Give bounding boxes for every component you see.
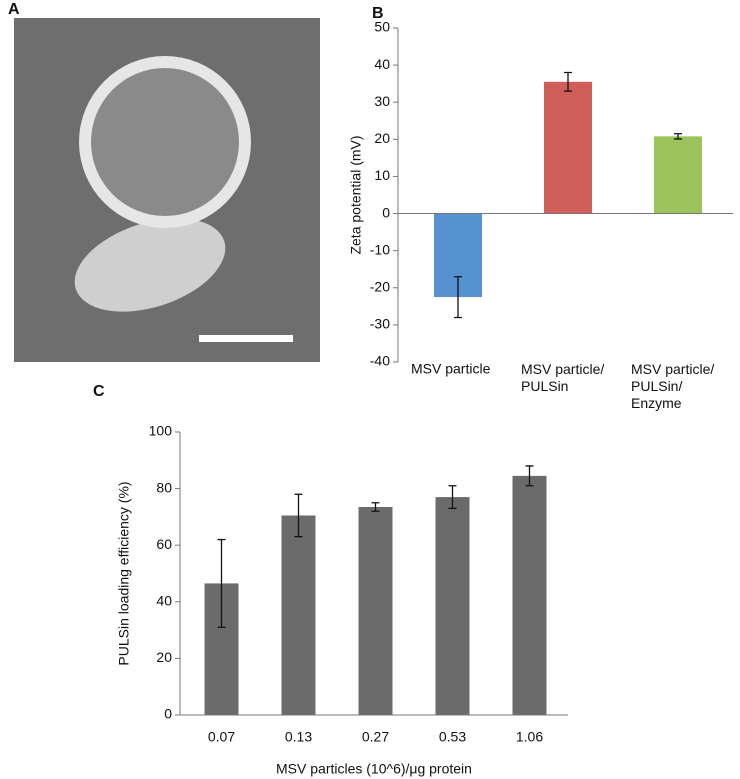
x-tick-label: MSV particle/PULSin [521,361,604,394]
x-tick-label: MSV particle/PULSin/Enzyme [631,361,714,411]
x-tick-label: MSV particle [411,361,491,377]
y-tick-label: 0 [382,204,390,220]
error-bar [525,465,534,487]
error-bar [294,493,303,538]
error-bar [674,133,682,140]
y-tick-label: 20 [374,130,390,146]
error-bar [217,538,226,628]
y-tick-label: 40 [374,56,390,72]
bar [281,515,316,715]
bar [435,497,470,715]
bar [512,475,547,715]
error-bar [564,71,572,92]
x-tick-label: 1.06 [516,729,543,745]
y-axis-label: PULSin loading efficiency (%) [116,481,132,665]
y-tick-label: 10 [374,167,390,183]
x-tick-label: 0.13 [285,729,312,745]
error-bar [454,275,462,319]
error-bar [371,502,380,512]
particle-pores [91,68,239,216]
error-bar [448,485,457,510]
x-tick-label: 0.53 [439,729,466,745]
x-tick-label: 0.07 [208,729,235,745]
y-tick-label: 20 [156,649,172,665]
y-tick-label: 50 [374,19,390,35]
bar [654,136,702,214]
panel-label: A [8,1,20,18]
y-tick-label: 60 [156,536,172,552]
x-axis-label: MSV particles (10^6)/μg protein [276,761,472,777]
y-tick-label: 100 [149,423,173,439]
y-tick-label: -20 [370,278,390,294]
particle-base [74,218,226,312]
sem-image [14,18,320,362]
y-axis-label: Zeta potential (mV) [348,135,364,254]
y-tick-label: 0 [164,706,172,722]
panel-label: C [93,383,105,400]
panel-label: B [372,5,384,22]
y-tick-label: -40 [370,353,390,369]
y-tick-label: -30 [370,316,390,332]
scale-bar [199,335,293,342]
bar [544,81,592,214]
y-tick-label: 30 [374,93,390,109]
x-tick-label: 0.27 [362,729,389,745]
y-tick-label: 40 [156,593,172,609]
y-tick-label: -10 [370,241,390,257]
bar [358,506,393,715]
y-tick-label: 80 [156,479,172,495]
